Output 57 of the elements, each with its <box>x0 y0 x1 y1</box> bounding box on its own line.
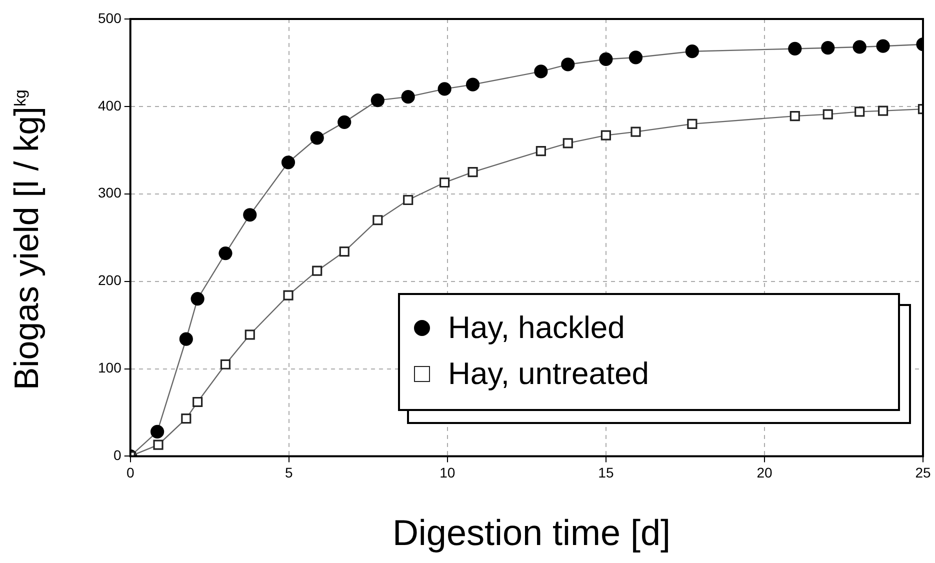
y-tick-label: 200 <box>98 272 122 288</box>
point <box>181 414 192 424</box>
point <box>822 109 833 120</box>
point <box>600 130 611 140</box>
point <box>468 166 478 178</box>
point <box>153 440 164 450</box>
x-tick-label: 15 <box>598 464 614 480</box>
point <box>852 40 866 54</box>
point <box>438 82 452 96</box>
point <box>876 39 890 53</box>
point <box>218 246 232 260</box>
point <box>338 115 352 129</box>
point <box>466 78 480 92</box>
point <box>599 52 613 66</box>
point <box>821 41 835 55</box>
point <box>401 90 415 104</box>
point <box>685 44 699 58</box>
point <box>179 332 193 346</box>
point <box>440 177 450 188</box>
point <box>244 330 255 340</box>
point <box>190 292 204 306</box>
x-tick-label: 0 <box>126 464 134 480</box>
point <box>310 131 324 145</box>
point <box>878 106 888 116</box>
x-axis-title: Digestion time [d] <box>391 512 672 554</box>
point <box>536 146 546 156</box>
point <box>372 215 383 226</box>
point <box>312 266 322 276</box>
point <box>339 246 350 257</box>
x-tick-label: 25 <box>915 464 931 480</box>
legend-label: Hay, hackled <box>448 310 625 346</box>
y-tick-label: 0 <box>114 447 122 464</box>
point <box>220 359 231 370</box>
point <box>150 424 164 439</box>
y-tick-label: 300 <box>98 184 122 201</box>
y-tick-label: 100 <box>98 360 122 376</box>
point <box>283 290 294 300</box>
point <box>534 64 548 78</box>
point <box>788 42 802 56</box>
point <box>562 138 573 148</box>
x-tick-label: 5 <box>284 464 293 480</box>
point <box>281 156 296 170</box>
point <box>630 126 641 137</box>
point <box>192 396 203 408</box>
point <box>243 208 257 222</box>
y-tick-label: 500 <box>98 10 122 26</box>
x-tick-label: 20 <box>756 464 772 480</box>
point <box>403 194 414 206</box>
point <box>854 106 865 117</box>
y-tick-label: 400 <box>98 97 122 114</box>
point <box>790 111 800 122</box>
point <box>370 94 384 108</box>
legend-label: Hay, untreated <box>448 356 650 392</box>
point <box>561 58 575 72</box>
point <box>628 50 643 64</box>
point <box>687 118 698 129</box>
x-tick-label: 10 <box>440 464 456 480</box>
